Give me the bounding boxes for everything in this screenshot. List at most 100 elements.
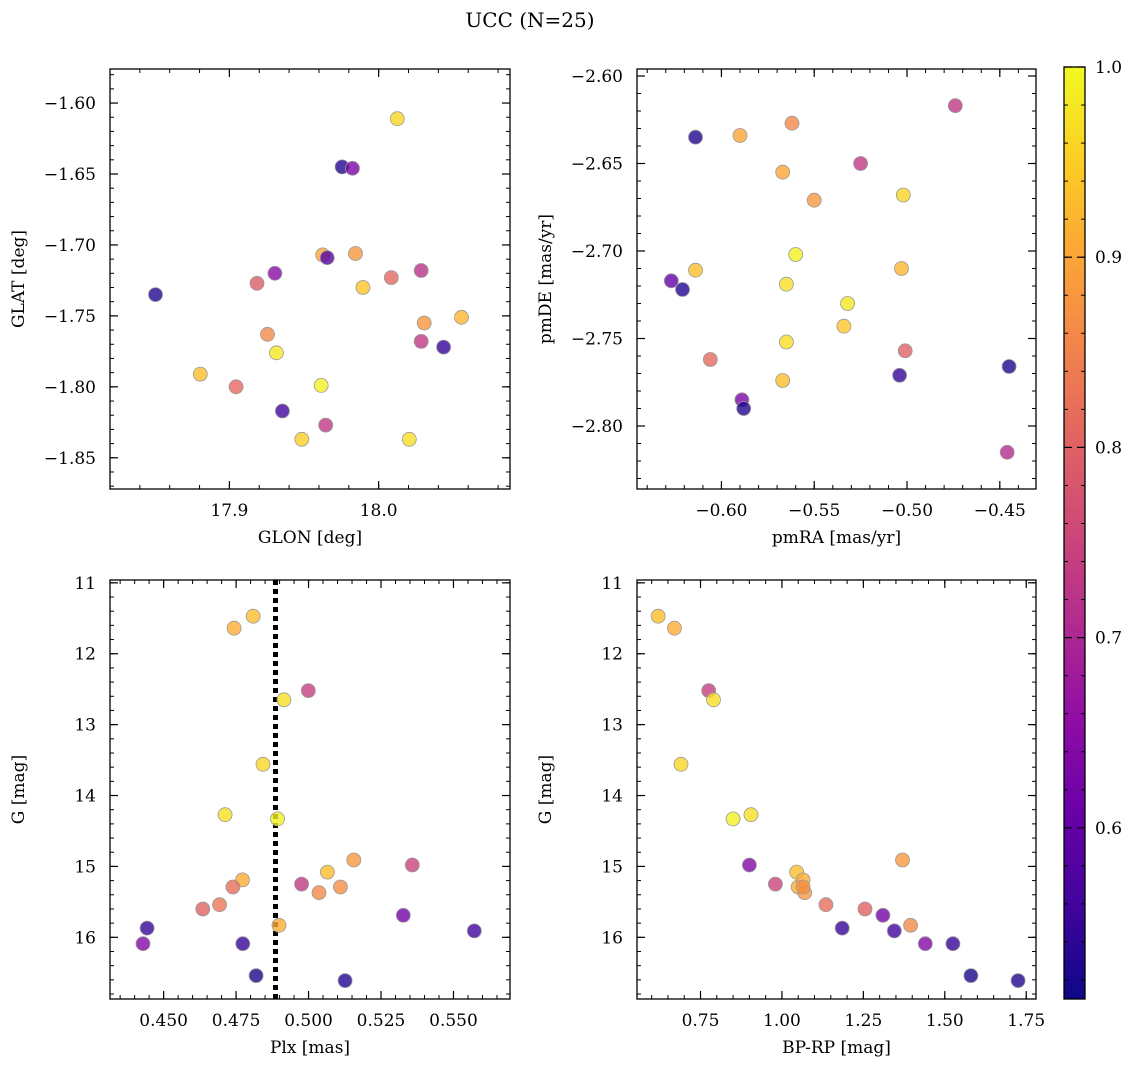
y-tick-label: 14 <box>74 787 96 807</box>
data-point <box>300 683 316 698</box>
x-tick-label: 1.50 <box>926 1011 964 1031</box>
colorbar-tick-label: 0.9 <box>1095 248 1122 268</box>
data-point <box>245 608 261 624</box>
x-axis-label: pmRA [mas/yr] <box>772 528 901 548</box>
data-point <box>1010 973 1026 988</box>
data-point <box>268 345 284 361</box>
data-point <box>999 444 1015 460</box>
x-axis-label: Plx [mas] <box>270 1038 350 1058</box>
data-point <box>917 936 933 952</box>
x-tick-label: −0.55 <box>788 501 840 521</box>
data-point <box>688 262 703 278</box>
data-point <box>875 907 891 923</box>
data-point <box>249 275 265 291</box>
data-point <box>267 265 283 281</box>
data-point <box>736 401 752 416</box>
data-point <box>836 318 852 334</box>
data-point <box>148 287 163 303</box>
data-point <box>963 968 979 983</box>
colorbar-tick-label: 0.6 <box>1095 819 1122 839</box>
data-point <box>318 417 334 433</box>
data-point <box>784 115 800 131</box>
data-point <box>401 431 417 447</box>
data-point <box>650 608 666 624</box>
data-point <box>260 326 275 342</box>
figure-title: UCC (N=25) <box>465 8 594 32</box>
data-point <box>834 920 850 936</box>
x-tick-label: 0.550 <box>429 1011 478 1031</box>
data-point <box>355 280 371 295</box>
data-point <box>947 98 963 114</box>
y-tick-label: 16 <box>74 928 96 948</box>
colorbar-tick-label: 1.0 <box>1095 58 1122 78</box>
y-tick-label: −1.70 <box>44 236 96 256</box>
data-point <box>706 692 721 708</box>
y-tick-label: −2.75 <box>571 330 623 350</box>
x-tick-label: 18.0 <box>360 501 398 521</box>
y-tick-label: 11 <box>601 574 623 594</box>
data-point <box>903 917 918 933</box>
data-point <box>413 263 429 278</box>
axes-frame <box>636 68 1037 490</box>
data-point <box>806 192 822 208</box>
data-point <box>413 333 429 349</box>
y-axis-label: G [mag] <box>9 755 29 824</box>
data-point <box>346 852 362 868</box>
y-axis-label: GLAT [deg] <box>9 230 29 328</box>
x-tick-label: 1.25 <box>844 1011 882 1031</box>
x-tick-label: 1.75 <box>1007 1011 1045 1031</box>
data-points <box>650 608 1026 988</box>
colorbar-gradient <box>1064 67 1085 999</box>
data-point <box>779 276 794 292</box>
data-point <box>348 246 363 261</box>
colorbar-tick-label: 0.8 <box>1095 438 1122 458</box>
data-point <box>743 807 759 823</box>
data-point <box>337 973 353 988</box>
data-points <box>148 111 469 447</box>
data-point <box>225 879 241 895</box>
colorbar-tick-label: 0.7 <box>1095 629 1122 649</box>
data-point <box>313 377 329 393</box>
y-tick-label: −2.65 <box>571 155 623 175</box>
data-point <box>332 879 348 895</box>
data-point <box>274 403 290 419</box>
x-tick-label: 0.75 <box>682 1011 720 1031</box>
data-point <box>775 373 791 388</box>
data-point <box>255 756 271 772</box>
data-point <box>702 352 718 367</box>
data-point <box>779 334 794 350</box>
y-tick-label: −1.65 <box>44 165 96 185</box>
y-tick-label: −2.80 <box>571 417 623 437</box>
x-tick-label: −0.50 <box>881 501 933 521</box>
y-tick-label: 13 <box>601 716 623 736</box>
data-point <box>404 857 420 873</box>
y-tick-label: 14 <box>601 787 623 807</box>
data-point <box>294 431 310 447</box>
data-point <box>892 367 907 383</box>
data-point <box>768 876 783 892</box>
data-point <box>732 128 748 143</box>
data-points <box>663 98 1017 460</box>
data-point <box>795 879 811 895</box>
data-point <box>436 339 452 355</box>
data-point <box>311 885 327 901</box>
data-point <box>688 129 703 145</box>
data-point <box>192 366 208 382</box>
y-tick-label: −1.75 <box>44 307 96 327</box>
y-tick-label: −1.85 <box>44 449 96 469</box>
y-tick-label: 11 <box>74 574 96 594</box>
data-point <box>466 923 482 939</box>
y-axis-label: pmDE [mas/yr] <box>536 214 556 344</box>
x-tick-label: −0.60 <box>695 501 747 521</box>
y-tick-label: −2.70 <box>571 242 623 262</box>
data-point <box>139 920 155 936</box>
panel-proper-motion: −0.60 −0.55 −0.50 −0.45 −2.60 −2.65 −2.70 −2.75… <box>536 67 1037 548</box>
data-point <box>663 273 679 289</box>
x-tick-label: 0.500 <box>284 1011 333 1031</box>
data-point <box>675 282 690 297</box>
x-tick-label: 17.9 <box>210 501 248 521</box>
y-tick-label: −2.60 <box>571 67 623 87</box>
data-point <box>673 756 689 772</box>
x-tick-label: −0.45 <box>974 501 1026 521</box>
data-point <box>818 897 834 913</box>
